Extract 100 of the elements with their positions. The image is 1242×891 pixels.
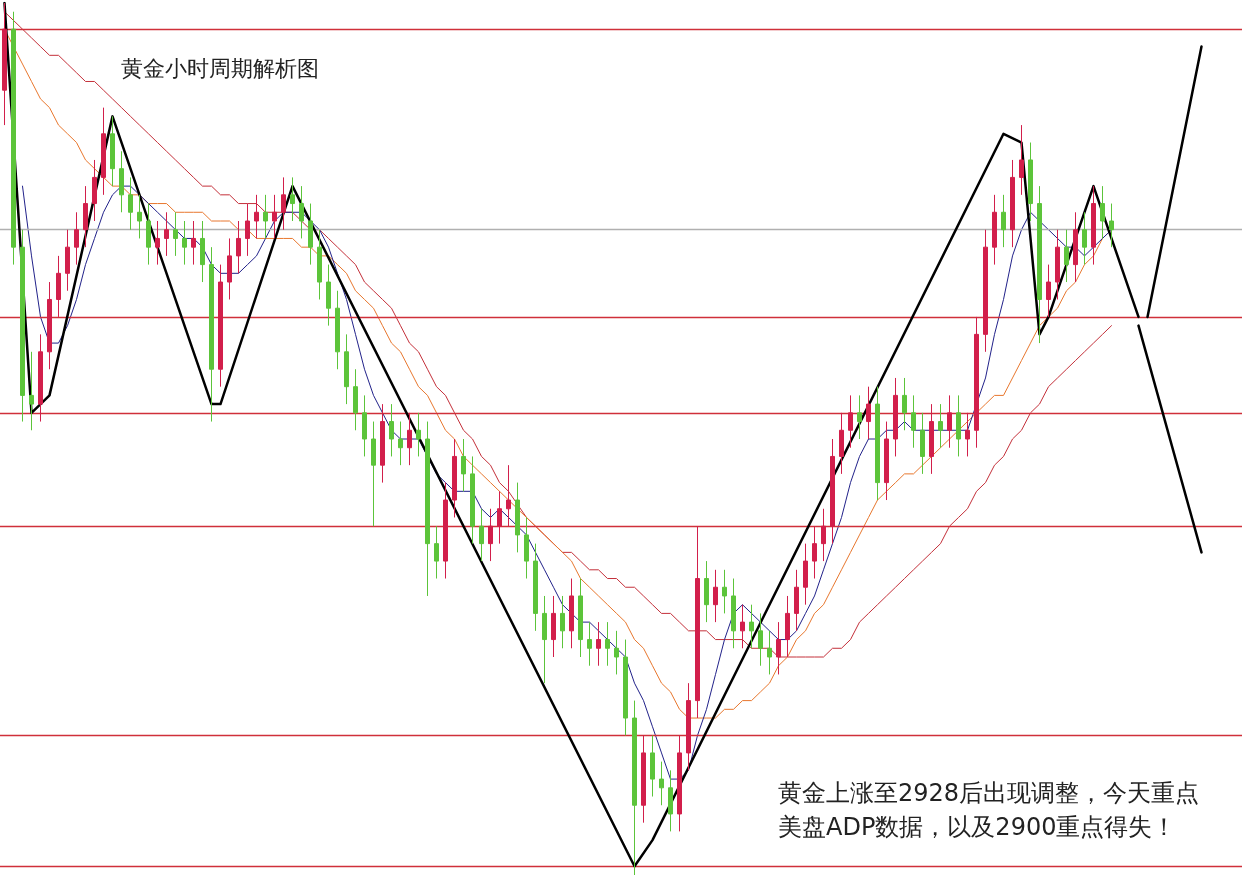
candlestick [515, 482, 520, 553]
candlestick [11, 11, 16, 266]
candlestick [281, 176, 286, 231]
candlestick [200, 220, 205, 283]
candlestick [920, 412, 925, 475]
candlestick [317, 229, 322, 300]
candlestick [92, 159, 97, 222]
candlestick [272, 194, 277, 239]
candlestick [830, 438, 835, 545]
candlestick [209, 246, 214, 423]
candlestick [578, 578, 583, 658]
candlestick [596, 621, 601, 667]
candlestick [407, 412, 412, 466]
candlestick [623, 639, 628, 736]
candlestick [821, 508, 826, 562]
candlestick [335, 290, 340, 370]
candlestick [2, 2, 7, 126]
candlestick [452, 438, 457, 518]
candlestick [659, 761, 664, 806]
candlestick [182, 220, 187, 266]
candlestick [866, 386, 871, 440]
candlestick [560, 595, 565, 649]
candlestick [425, 421, 430, 597]
candlestick [83, 185, 88, 248]
candlestick [434, 525, 439, 580]
candlestick [1010, 159, 1015, 248]
candlestick [839, 412, 844, 475]
candlestick [605, 621, 610, 667]
candlestick [1028, 142, 1033, 222]
candlestick [245, 203, 250, 257]
candlestick [65, 229, 70, 292]
candlestick [1001, 194, 1006, 248]
candlestick [857, 394, 862, 440]
candlestick [992, 194, 997, 266]
candlestick [650, 734, 655, 798]
candlestick [875, 386, 880, 501]
candlestick [74, 211, 79, 266]
candlestick [569, 578, 574, 649]
candlestick [785, 595, 790, 658]
candlestick [722, 569, 727, 614]
candlestick [308, 203, 313, 266]
candlestick [902, 377, 907, 431]
candlestick [362, 394, 367, 457]
annotation: 黄金上涨至2928后出现调整，今天重点美盘ADP数据，以及2900重点得失！ [778, 779, 1200, 841]
candlestick [632, 700, 637, 876]
candlestick [983, 229, 988, 353]
candlestick [479, 508, 484, 562]
candlestick [1100, 185, 1105, 239]
candlestick [533, 543, 538, 632]
candlestick [956, 394, 961, 457]
candlestick [353, 368, 358, 431]
candlestick [587, 621, 592, 667]
candlestick [236, 220, 241, 274]
candlestick [695, 525, 700, 719]
candlestick [290, 176, 295, 222]
candlestick [101, 107, 106, 196]
candlestick [677, 734, 682, 832]
candlestick [704, 560, 709, 623]
candlestick [776, 621, 781, 675]
candlestick [974, 316, 979, 449]
candlestick [965, 412, 970, 457]
candlestick [1073, 211, 1078, 283]
candlestick [1109, 203, 1114, 248]
candlestick [524, 516, 529, 580]
candlestick [641, 734, 646, 824]
candlestick [713, 569, 718, 623]
candlestick [155, 220, 160, 266]
text: 黄金小时周期解析图 [121, 55, 319, 81]
candlestick [20, 229, 25, 423]
candlestick [110, 115, 115, 187]
candlestick [749, 604, 754, 649]
candlestick [1019, 124, 1024, 196]
candlestick [47, 281, 52, 370]
candlestick [164, 211, 169, 257]
candlestick [947, 394, 952, 449]
candlestick [938, 403, 943, 449]
candlestick [1064, 229, 1069, 283]
candlestick [1055, 229, 1060, 300]
candlestick [146, 203, 151, 266]
candlestick [1046, 264, 1051, 318]
candlestick [506, 464, 511, 527]
candlestick [686, 682, 691, 771]
candlestick [29, 351, 34, 431]
candlestick [416, 412, 421, 457]
candlestick [254, 194, 259, 239]
candlestick [848, 394, 853, 449]
candlestick [38, 333, 43, 423]
candlestick [1091, 185, 1096, 266]
candlestick [794, 569, 799, 632]
candlestick [218, 264, 223, 388]
candlestick [767, 630, 772, 675]
candlestick [731, 578, 736, 649]
candlestick [542, 595, 547, 684]
candlestick [398, 421, 403, 466]
candlestick [929, 403, 934, 475]
candlestick [497, 490, 502, 545]
candlestick [263, 194, 268, 239]
candlestick [380, 403, 385, 484]
candlestick [389, 403, 394, 457]
candlestick [740, 604, 745, 649]
